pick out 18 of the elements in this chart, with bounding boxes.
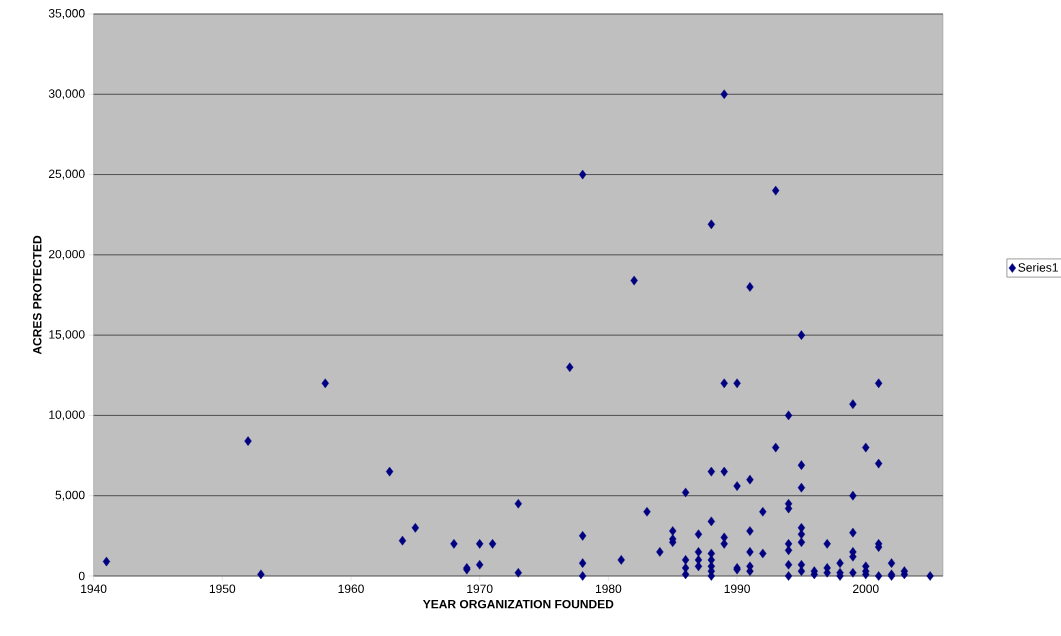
y-tick-label: 35,000 [48, 9, 85, 19]
y-tick-label: 15,000 [49, 330, 85, 341]
y-axis-title: ACRES PROTECTED [33, 235, 42, 355]
x-tick-label: 1950 [209, 584, 236, 594]
y-tick-label: 10,000 [49, 410, 85, 421]
x-axis-title: YEAR ORGANIZATION FOUNDED [422, 599, 614, 609]
x-tick-label: 1940 [81, 584, 107, 594]
x-tick-label: 1960 [338, 584, 364, 594]
y-tick-label: 0 [78, 571, 85, 581]
y-tick-label: 25,000 [48, 169, 85, 180]
x-tick-label: 1990 [724, 584, 750, 594]
x-tick-label: 1980 [595, 584, 622, 594]
x-tick-label: 2000 [853, 584, 879, 594]
y-tick-label: 5,000 [55, 490, 85, 501]
legend-label: Series1 [1018, 262, 1058, 272]
y-tick-label: 30,000 [48, 89, 85, 100]
x-tick-label: 1970 [467, 584, 493, 594]
y-tick-label: 20,000 [48, 249, 85, 260]
